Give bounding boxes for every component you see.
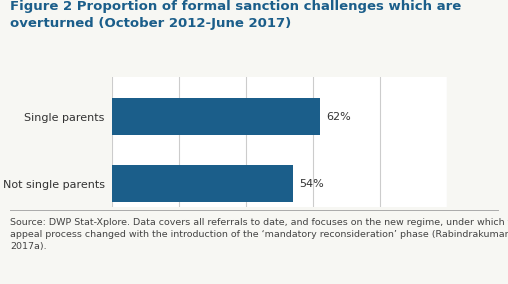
Bar [112, 166, 293, 202]
Text: Source: DWP Stat-Xplore. Data covers all referrals to date, and focuses on the n: Source: DWP Stat-Xplore. Data covers all… [10, 218, 508, 251]
Text: 62%: 62% [326, 112, 351, 122]
Text: 54%: 54% [300, 179, 324, 189]
Text: Figure 2 Proportion of formal sanction challenges which are
overturned (October : Figure 2 Proportion of formal sanction c… [10, 0, 461, 30]
Bar [112, 99, 320, 135]
